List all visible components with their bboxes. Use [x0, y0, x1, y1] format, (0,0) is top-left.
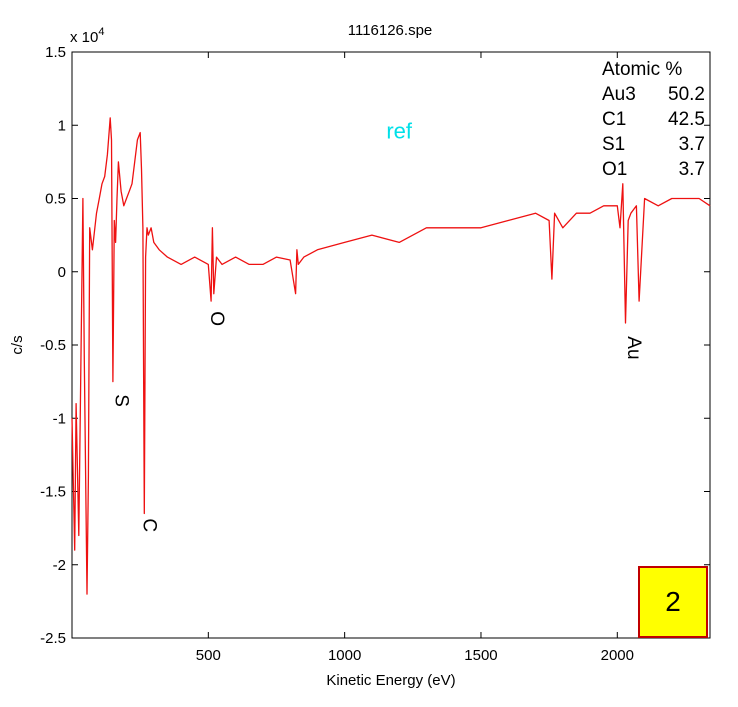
- legend-entry-value: 42.5: [668, 109, 705, 130]
- x-tick-label: 500: [196, 647, 221, 664]
- y-tick-label: 1: [58, 117, 66, 134]
- peak-label-s: S: [111, 394, 132, 407]
- legend-entry-value: 3.7: [679, 159, 705, 180]
- peak-label-c: C: [138, 518, 159, 532]
- y-tick-label: -1.5: [40, 484, 66, 501]
- ref-label: ref: [386, 118, 413, 143]
- peak-label-au: Au: [623, 336, 644, 359]
- legend-entry-name: Au3: [602, 84, 636, 105]
- chart-title: 1116126.spe: [348, 22, 433, 39]
- x-tick-label: 2000: [601, 647, 634, 664]
- x-axis-label: Kinetic Energy (eV): [326, 672, 455, 689]
- y-exponent-label: x 104: [70, 26, 104, 46]
- y-axis-label: c/s: [9, 335, 26, 354]
- x-tick-label: 1500: [464, 647, 497, 664]
- y-tick-label: 1.5: [45, 44, 66, 61]
- y-tick-label: 0: [58, 264, 66, 281]
- legend-entry-value: 50.2: [668, 84, 705, 105]
- chart-labels: 500 1000 1500 2000 -2.5 -2 -1.5 -1 -0.5 0 0.5 1 1.5x…: [9, 22, 705, 689]
- legend-entry-value: 3.7: [679, 134, 705, 155]
- y-tick-label: -0.5: [40, 337, 66, 354]
- series-layer: [71, 117, 711, 595]
- legend-entry-name: O1: [602, 159, 627, 180]
- spectrum-line: [71, 117, 711, 595]
- peak-label-o: O: [206, 311, 227, 326]
- legend-entry-name: C1: [602, 109, 626, 130]
- legend-entry-name: S1: [602, 134, 625, 155]
- y-tick-label: -2: [53, 557, 66, 574]
- y-tick-label: 0.5: [45, 191, 66, 208]
- legend-header: Atomic %: [602, 59, 682, 80]
- y-tick-label: -1: [53, 410, 66, 427]
- y-tick-label: -2.5: [40, 630, 66, 647]
- figure-number-badge: 2: [638, 566, 708, 638]
- x-tick-label: 1000: [328, 647, 361, 664]
- figure-number-text: 2: [665, 586, 681, 617]
